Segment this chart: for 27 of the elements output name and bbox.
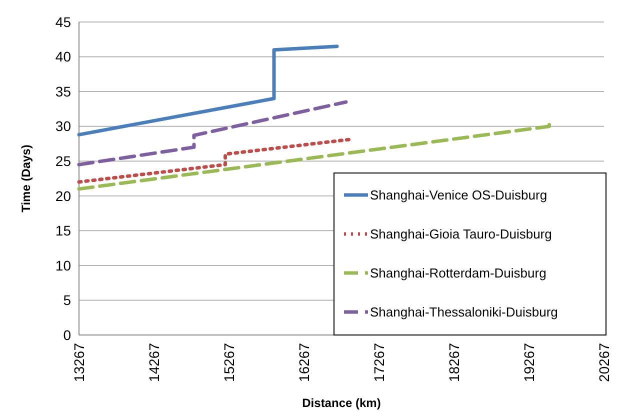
x-tick-label: 15267: [220, 342, 237, 382]
y-tick-label: 15: [55, 222, 72, 239]
x-tick-label: 14267: [146, 342, 162, 382]
y-tick-label: 35: [55, 83, 72, 100]
y-axis-title: Time (Days): [19, 144, 33, 212]
line-series: [77, 44, 339, 136]
y-tick-label: 45: [55, 14, 72, 30]
y-tick-label: 40: [55, 48, 72, 65]
legend-label: Shanghai-Rotterdam-Duisburg: [370, 266, 546, 281]
y-tick-label: 20: [55, 188, 72, 204]
x-tick-label: 20267: [596, 342, 612, 382]
line-series: [77, 138, 351, 184]
legend-label: Shanghai-Venice OS-Duisburg: [370, 188, 548, 203]
y-tick-label: 5: [63, 292, 72, 308]
x-tick-label: 13267: [70, 342, 87, 382]
y-tick-label: 10: [55, 257, 72, 274]
x-axis-title: Distance (km): [302, 396, 381, 410]
line-series: [77, 100, 348, 166]
y-tick-label: 25: [55, 153, 72, 170]
x-tick-label: 19267: [520, 342, 537, 382]
x-tick-label: 16267: [296, 342, 312, 382]
y-tick-label: 30: [55, 118, 72, 134]
x-tick-label: 18267: [446, 342, 462, 382]
y-tick-label: 0: [63, 326, 72, 343]
legend-label: Shanghai-Gioia Tauro-Duisburg: [370, 226, 552, 242]
x-tick-label: 17267: [370, 342, 387, 382]
legend-label: Shanghai-Thessaloniki-Duisburg: [370, 304, 558, 320]
